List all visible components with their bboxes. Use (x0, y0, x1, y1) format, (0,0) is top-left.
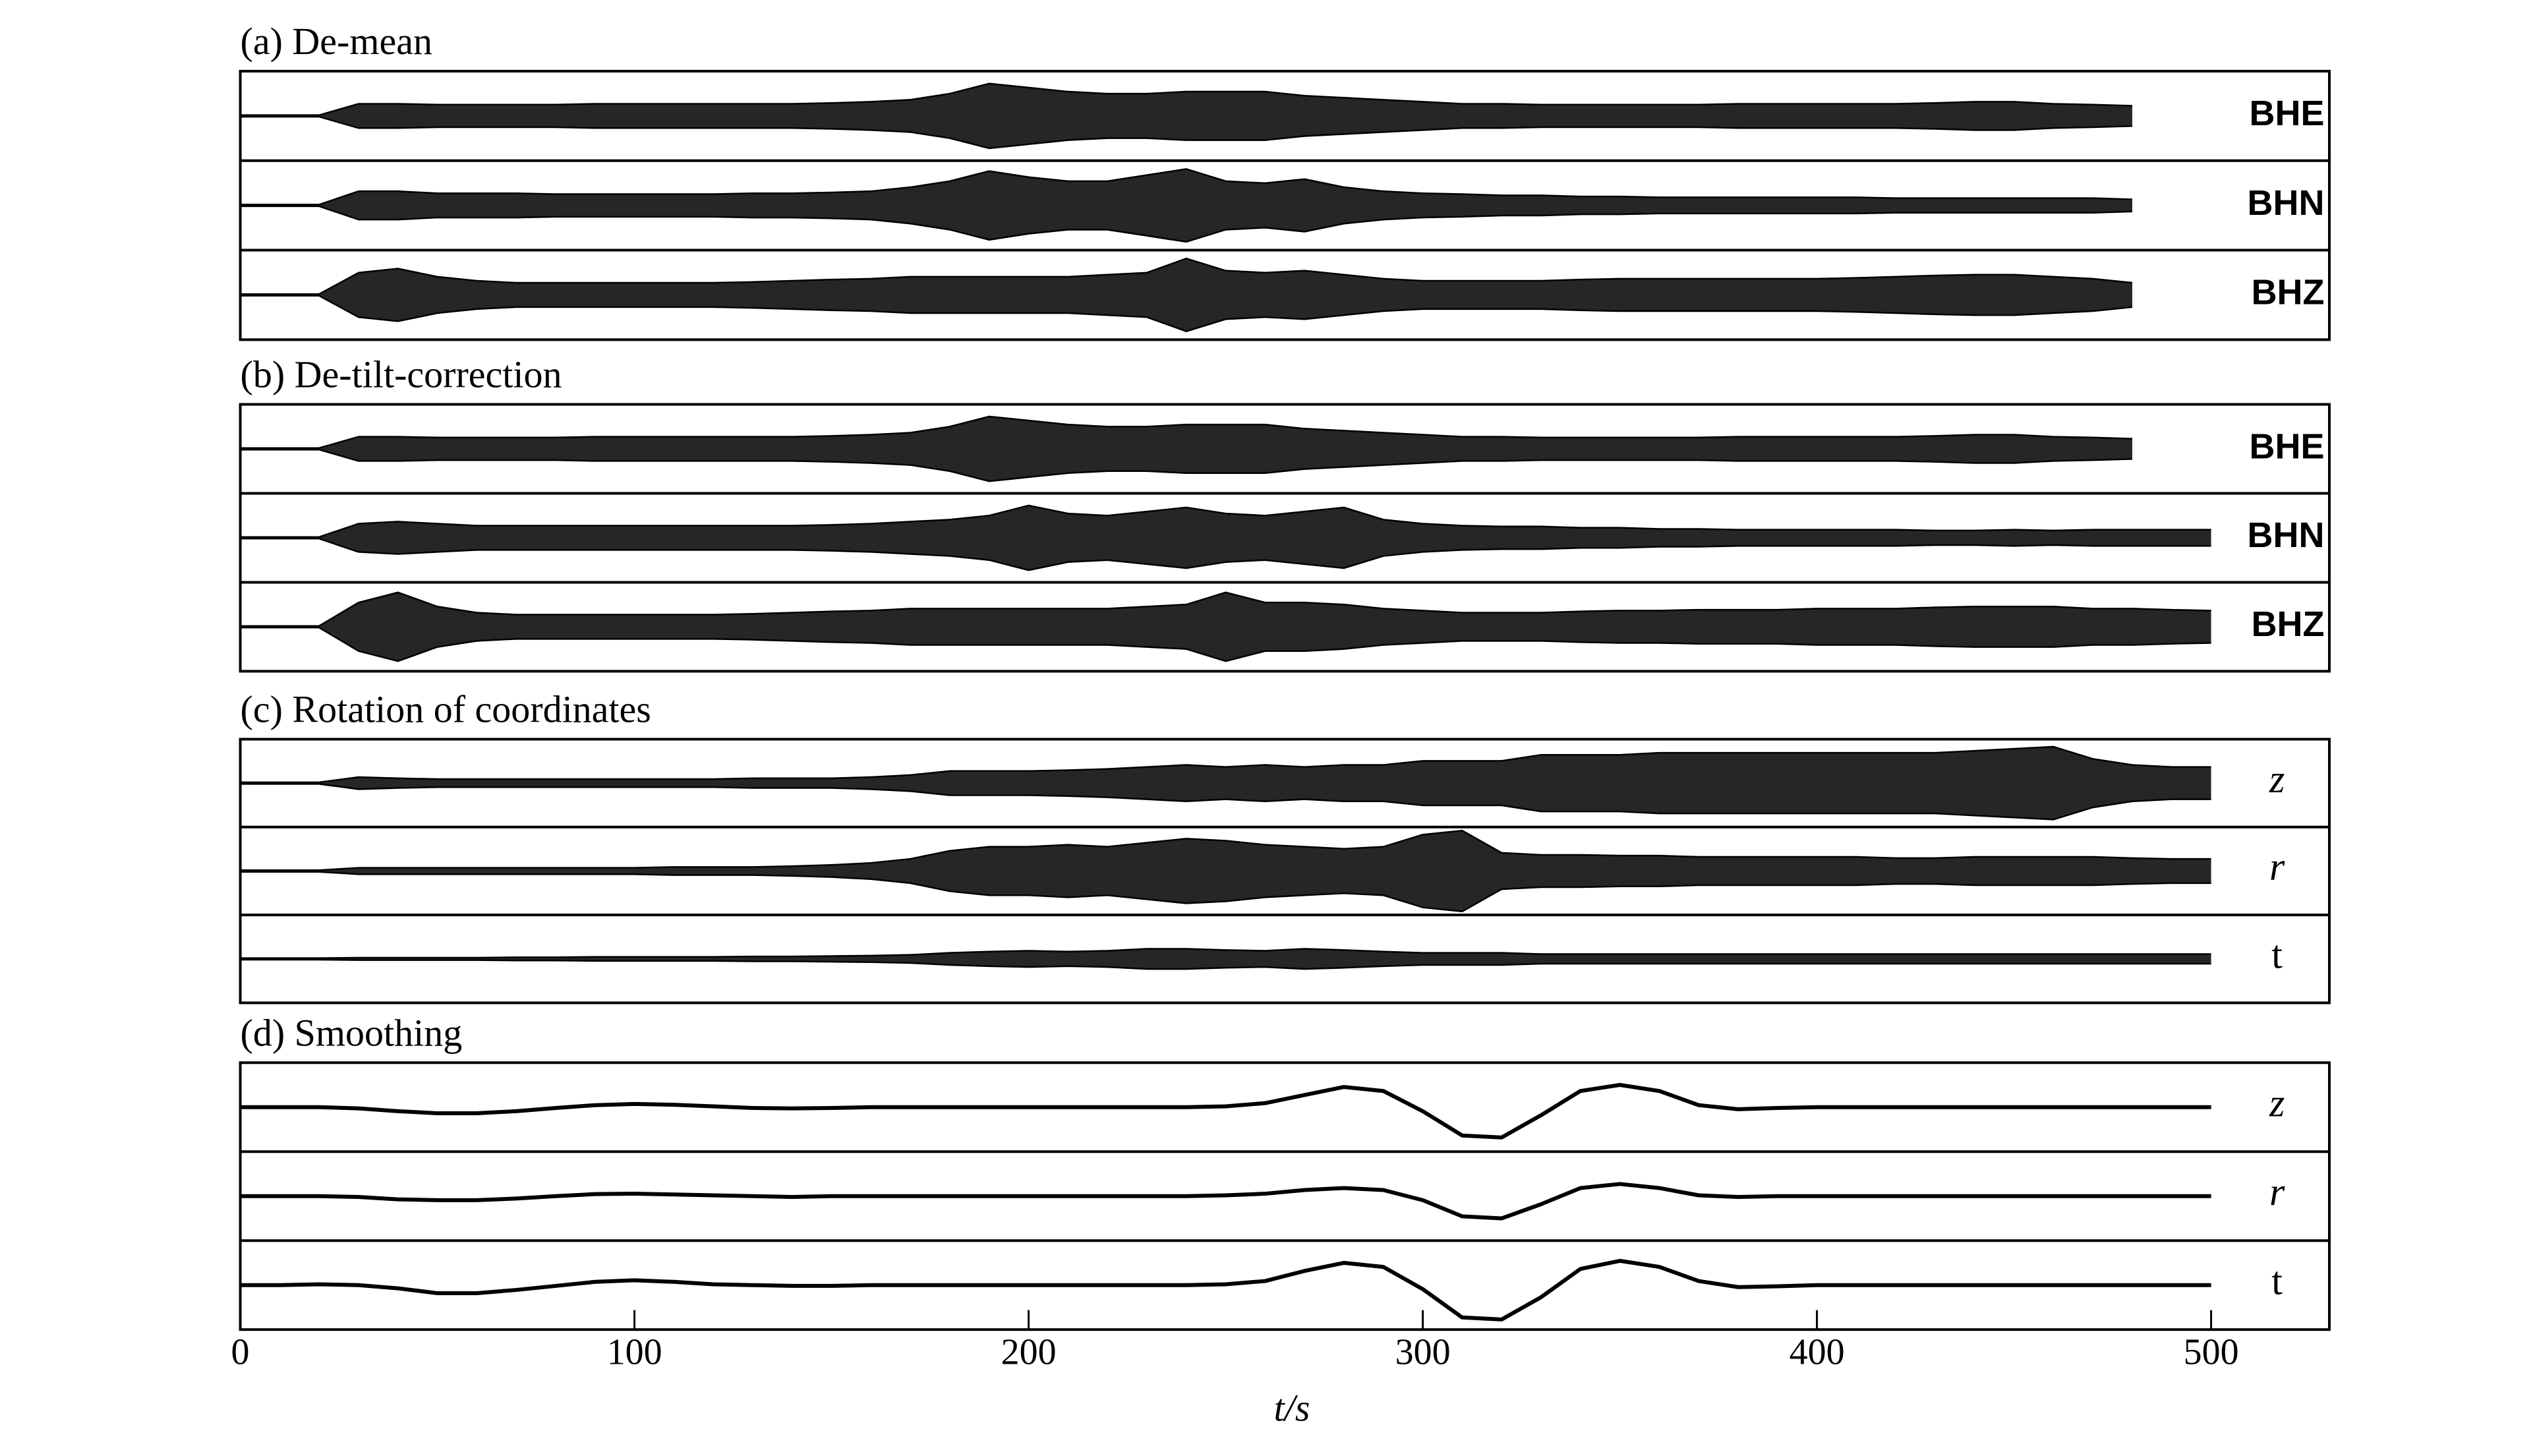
trace-label: BHE (2250, 426, 2325, 466)
panel-frame (239, 69, 2331, 341)
trace-envelope-lower (240, 783, 2211, 821)
x-tick-label: 200 (1001, 1331, 1057, 1372)
panel-title: (d) Smoothing (241, 1011, 463, 1054)
trace-envelope-upper (240, 745, 2211, 784)
x-tick-label: 0 (231, 1331, 250, 1372)
x-axis-label: t/s (1274, 1386, 1310, 1429)
trace-envelope-lower (240, 537, 2211, 571)
trace-envelope-fill (240, 83, 2132, 148)
trace-envelope-lower (240, 295, 2133, 332)
trace-envelope-upper (240, 257, 2133, 295)
trace-envelope-fill (240, 746, 2211, 820)
x-tick-label: 500 (2184, 1331, 2239, 1372)
trace-label: BHZ (2252, 273, 2325, 312)
trace-line (240, 1258, 2211, 1322)
trace-envelope-fill (240, 258, 2132, 332)
trace-envelope-lower (240, 448, 2133, 482)
trace-label: z (2269, 1082, 2285, 1125)
trace-envelope-lower (240, 871, 2211, 913)
trace-label: BHN (2248, 183, 2325, 223)
trace-label: t (2271, 933, 2283, 977)
trace-envelope-fill (240, 830, 2211, 912)
trace-line (240, 1083, 2211, 1140)
panel-frame (239, 1061, 2331, 1331)
trace-envelope-upper (240, 168, 2133, 206)
trace-envelope-fill (240, 592, 2211, 662)
trace-label: BHZ (2252, 604, 2325, 644)
trace-envelope-fill (240, 169, 2132, 242)
trace-label: BHE (2250, 94, 2325, 133)
trace-label: z (2269, 757, 2285, 801)
panel-frame (239, 738, 2331, 1005)
trace-label: t (2271, 1259, 2283, 1302)
panel-title: (c) Rotation of coordinates (241, 688, 651, 731)
trace-label: BHN (2248, 515, 2325, 555)
trace-envelope-lower (240, 626, 2211, 662)
trace-envelope-upper (240, 829, 2211, 871)
panel-title: (b) De-tilt-correction (241, 353, 562, 396)
trace-envelope-upper (240, 948, 2211, 959)
panel-title: (a) De-mean (241, 20, 432, 63)
trace-envelope-lower (240, 958, 2211, 970)
trace-line (240, 1182, 2211, 1221)
x-tick-label: 100 (607, 1331, 662, 1372)
x-tick-label: 400 (1790, 1331, 1845, 1372)
trace-envelope-upper (240, 82, 2133, 116)
x-tick-label: 300 (1395, 1331, 1451, 1372)
trace-envelope-upper (240, 591, 2211, 627)
trace-envelope-upper (240, 504, 2211, 538)
trace-envelope-lower (240, 115, 2133, 150)
trace-envelope-fill (240, 948, 2211, 970)
trace-envelope-lower (240, 205, 2133, 243)
trace-envelope-upper (240, 415, 2133, 450)
trace-envelope-fill (240, 416, 2132, 482)
trace-label: r (2269, 1170, 2285, 1213)
panel-frame (239, 403, 2331, 673)
trace-label: r (2269, 845, 2285, 888)
trace-envelope-fill (240, 505, 2211, 571)
